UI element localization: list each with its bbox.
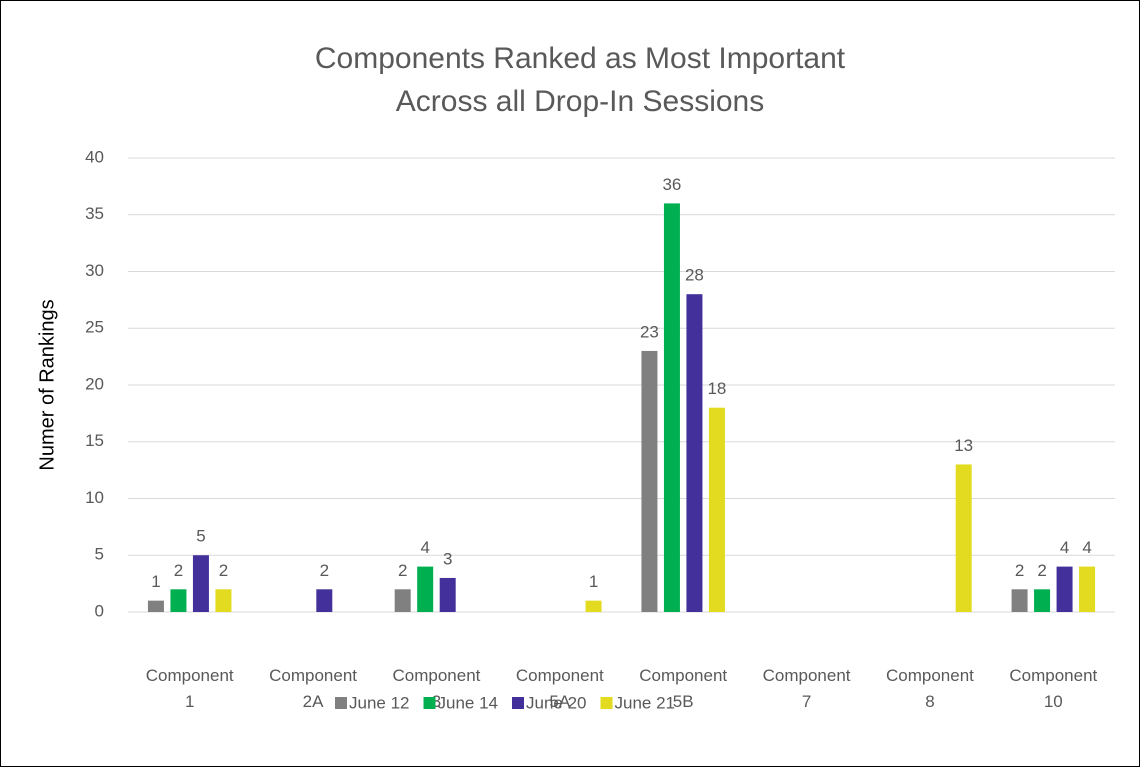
x-tick-label: Component 2A [269, 666, 357, 711]
y-axis-label: Numer of Rankings [36, 299, 58, 470]
bar [1079, 566, 1096, 612]
y-tick-label: 35 [85, 204, 104, 223]
bar [663, 203, 680, 612]
bar [686, 294, 703, 612]
data-label: 13 [954, 436, 973, 455]
bar [417, 566, 434, 612]
data-label: 2 [1037, 561, 1046, 580]
bar [1056, 566, 1073, 612]
x-tick-label: Component 7 [763, 666, 851, 711]
data-label: 1 [151, 572, 160, 591]
bar [215, 589, 232, 612]
y-tick-label: 40 [85, 147, 104, 166]
data-label: 5 [196, 527, 205, 546]
x-tick-label: Component 1 [146, 666, 234, 711]
x-tick-label: Component 3 [392, 666, 480, 711]
y-tick-label: 20 [85, 374, 104, 393]
bar [170, 589, 187, 612]
legend-label: June 12 [349, 693, 410, 712]
data-label: 2 [219, 561, 228, 580]
bar [192, 555, 209, 612]
legend-swatch [335, 697, 347, 709]
y-tick-label: 10 [85, 488, 104, 507]
bar [585, 600, 602, 612]
data-label: 23 [640, 322, 659, 341]
data-label: 2 [398, 561, 407, 580]
bar [641, 350, 658, 612]
data-label: 18 [707, 379, 726, 398]
legend-swatch [512, 697, 524, 709]
legend-label: June 14 [438, 693, 499, 712]
data-label: 3 [443, 549, 452, 568]
bar [1034, 589, 1051, 612]
legend-swatch [423, 697, 436, 709]
data-label: 2 [174, 561, 183, 580]
data-label: 4 [1060, 538, 1069, 557]
bar [708, 407, 725, 612]
chart-title: Components Ranked as Most Important [315, 42, 846, 75]
x-tick-label: Component 5A [516, 666, 604, 711]
bar [394, 589, 411, 612]
data-label: 2 [320, 561, 329, 580]
data-label: 36 [662, 175, 681, 194]
legend-label: June 20 [526, 693, 587, 712]
legend-swatch [600, 697, 613, 709]
x-tick-label: Component 5B [639, 666, 727, 711]
bar [147, 600, 164, 612]
bar [316, 589, 333, 612]
data-label: 4 [1082, 538, 1091, 557]
bar [955, 464, 972, 612]
y-tick-label: 30 [85, 261, 104, 280]
chart-title: Across all Drop-In Sessions [396, 85, 764, 118]
legend-label: June 21 [615, 693, 676, 712]
x-tick-label: Component 10 [1009, 666, 1097, 711]
data-label: 28 [685, 266, 704, 285]
y-tick-label: 15 [85, 431, 104, 450]
y-tick-label: 5 [95, 545, 104, 564]
data-label: 4 [420, 538, 429, 557]
bar [1011, 589, 1028, 612]
data-label: 2 [1015, 561, 1024, 580]
data-label: 1 [589, 572, 598, 591]
y-tick-label: 0 [95, 601, 104, 620]
y-tick-label: 25 [85, 318, 104, 337]
bar [439, 577, 456, 612]
x-tick-label: Component 8 [886, 666, 974, 711]
